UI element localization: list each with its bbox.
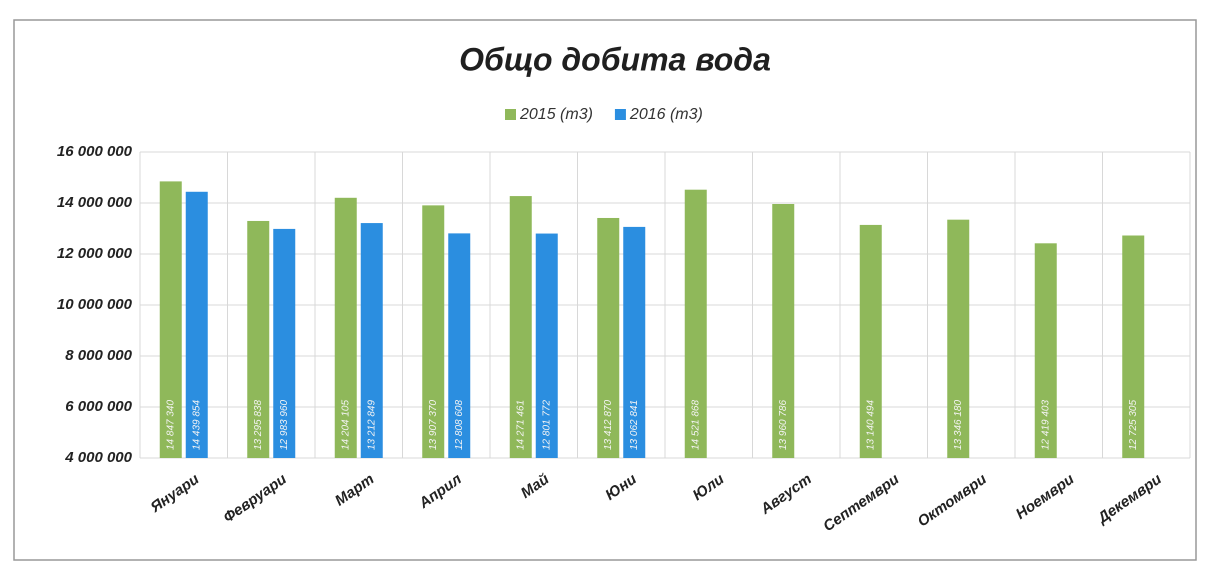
- value-label: 13 907 370: [428, 400, 439, 450]
- bar: [597, 217, 620, 458]
- legend-swatch: [614, 109, 626, 120]
- value-label: 12 983 960: [279, 400, 290, 450]
- bar: [509, 196, 532, 458]
- value-label: 13 960 786: [778, 400, 789, 450]
- value-label: 13 062 841: [629, 400, 640, 450]
- value-label: 12 419 403: [1040, 400, 1051, 450]
- value-label: 13 346 180: [953, 400, 964, 450]
- bar: [334, 197, 357, 458]
- bar: [1122, 235, 1145, 458]
- bar: [772, 203, 795, 458]
- y-tick-label: 8 000 000: [65, 347, 132, 364]
- value-label: 13 295 838: [253, 400, 264, 450]
- y-tick-label: 10 000 000: [57, 296, 133, 313]
- bar: [422, 205, 445, 458]
- value-label: 14 847 340: [165, 400, 176, 450]
- bar: [684, 189, 707, 458]
- bar: [448, 233, 471, 458]
- legend-swatch: [505, 109, 516, 120]
- legend-label: 2016 (m3): [629, 106, 703, 123]
- y-tick-label: 12 000 000: [57, 245, 133, 262]
- legend-label: 2015 (m3): [519, 106, 593, 123]
- value-label: 14 521 868: [690, 400, 701, 450]
- value-label: 12 808 608: [454, 400, 465, 450]
- bar: [247, 220, 270, 458]
- value-label: 14 439 854: [191, 400, 202, 450]
- bar: [159, 181, 182, 459]
- value-label: 13 212 849: [366, 400, 377, 450]
- value-label: 13 412 870: [603, 400, 614, 450]
- chart-title: Общо добита вода: [459, 41, 771, 77]
- value-label: 12 801 772: [541, 400, 552, 450]
- bar: [360, 223, 383, 458]
- bar: [535, 233, 558, 458]
- value-label: 13 140 494: [865, 400, 876, 450]
- value-label: 14 204 105: [340, 400, 351, 450]
- bar: [859, 224, 882, 458]
- bar: [185, 191, 208, 458]
- y-tick-label: 16 000 000: [57, 143, 133, 160]
- value-label: 14 271 461: [515, 400, 526, 450]
- bar: [273, 228, 296, 458]
- y-tick-label: 4 000 000: [64, 449, 132, 466]
- y-tick-label: 6 000 000: [65, 398, 132, 415]
- y-tick-label: 14 000 000: [57, 194, 133, 211]
- bar: [947, 219, 970, 458]
- bar: [1034, 243, 1057, 458]
- value-label: 12 725 305: [1128, 400, 1139, 450]
- bar: [623, 226, 646, 458]
